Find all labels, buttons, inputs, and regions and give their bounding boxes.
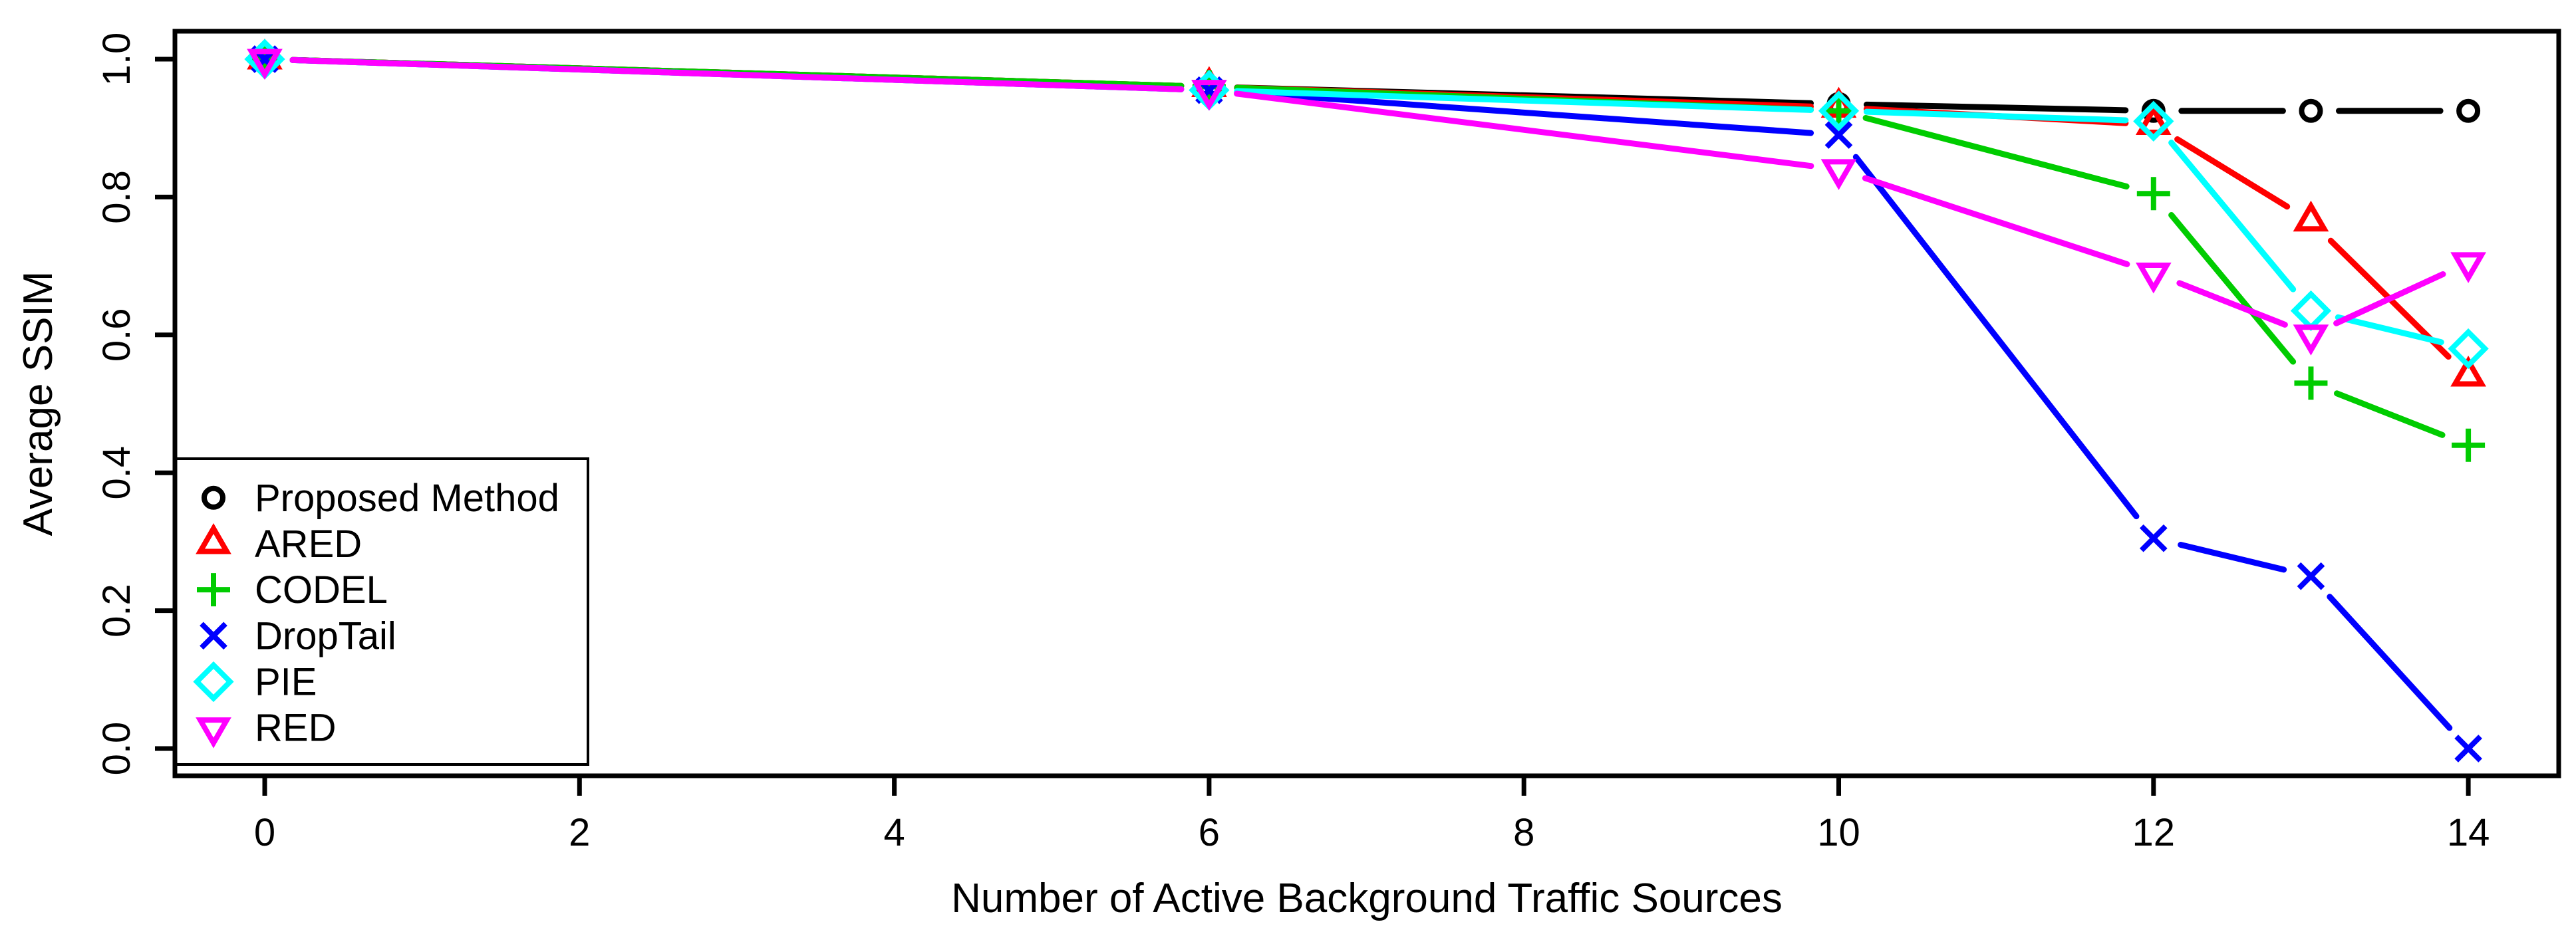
legend-box	[174, 457, 589, 766]
y-tick-label: 1.0	[95, 33, 138, 86]
data-series-layer	[244, 38, 2489, 762]
legend-item-proposed-method: Proposed Method	[202, 477, 559, 520]
marker-diamond	[1818, 90, 1860, 132]
legend-label: PIE	[255, 660, 317, 703]
series-segment	[1863, 108, 2129, 124]
marker-triangle-down	[1191, 80, 1227, 111]
legend-label: ARED	[255, 523, 362, 566]
series-segment	[1234, 88, 1814, 113]
marker-triangle-up	[2135, 104, 2172, 136]
legend-item-ared: ARED	[196, 523, 362, 566]
marker-x	[200, 622, 227, 650]
marker-diamond	[2133, 100, 2174, 142]
x-axis-title: Number of Active Background Traffic Sour…	[951, 876, 1783, 921]
series-segment	[2333, 271, 2446, 326]
series-segment	[1862, 175, 2130, 267]
series-segment	[2176, 280, 2288, 328]
marker-triangle-down	[247, 49, 283, 80]
marker-triangle-up	[2293, 200, 2329, 232]
y-tick-label: 0.2	[95, 584, 138, 638]
x-tick-label: 4	[883, 811, 905, 854]
marker-circle	[202, 485, 225, 510]
legend-label: CODEL	[255, 568, 388, 612]
y-tick-label: 0.6	[95, 308, 138, 362]
y-tick-label: 0.0	[95, 722, 138, 776]
legend-item-codel: CODEL	[197, 568, 388, 612]
marker-x	[2297, 562, 2325, 590]
series-segment	[2168, 140, 2297, 292]
series-segment	[2334, 390, 2446, 438]
marker-circle	[2456, 98, 2481, 123]
y-axis-title: Average SSIM	[15, 271, 61, 536]
legend-item-droptail: DropTail	[200, 614, 396, 657]
x-tick-label: 14	[2447, 811, 2490, 854]
x-tick-label: 2	[569, 811, 590, 854]
series-segment	[2178, 542, 2287, 573]
marker-triangle-down	[196, 717, 231, 749]
y-tick-label: 0.4	[95, 446, 138, 500]
marker-circle	[2299, 98, 2323, 123]
legend-label: Proposed Method	[255, 477, 559, 520]
marker-triangle-down	[1820, 159, 1857, 190]
marker-x	[1824, 121, 1853, 149]
plot-frame-layer	[172, 29, 2561, 778]
series-segment	[2174, 136, 2291, 210]
axis-tick-layer: 0 2 4 6 8 10 12 14 0.0 0.2 0.4 0.6 0.8 1.0	[95, 33, 2490, 854]
series-segment	[2335, 314, 2444, 346]
marker-triangle-down	[2293, 324, 2329, 356]
series-segment	[1234, 89, 1814, 136]
series-segment	[1852, 154, 2140, 520]
x-tick-label: 10	[1817, 811, 1860, 854]
marker-diamond	[193, 661, 234, 703]
plot-frame	[172, 29, 2561, 778]
y-tick-label: 0.8	[95, 170, 138, 224]
marker-triangle-up	[196, 523, 231, 554]
x-tick-label: 0	[254, 811, 275, 854]
x-tick-label: 6	[1199, 811, 1220, 854]
legend-item-pie: PIE	[193, 660, 317, 703]
marker-triangle-down	[2135, 262, 2172, 294]
series-segment	[1862, 114, 2130, 190]
marker-diamond	[2290, 290, 2332, 332]
series-segment	[2327, 594, 2453, 731]
series-segment	[1234, 90, 1814, 170]
x-tick-label: 12	[2132, 811, 2176, 854]
marker-x	[2454, 735, 2482, 762]
series-red	[247, 49, 2486, 356]
marker-diamond	[2448, 328, 2489, 370]
marker-x	[2139, 524, 2168, 552]
x-tick-label: 8	[1513, 811, 1534, 854]
series-segment	[1863, 101, 2129, 114]
series-segment	[2168, 212, 2297, 365]
marker-triangle-down	[2450, 252, 2486, 283]
legend-label: RED	[255, 707, 336, 750]
legend-label: DropTail	[255, 614, 396, 657]
legend-item-red: RED	[196, 707, 336, 750]
marker-triangle-up	[2450, 356, 2486, 387]
series-segment	[289, 57, 1185, 92]
